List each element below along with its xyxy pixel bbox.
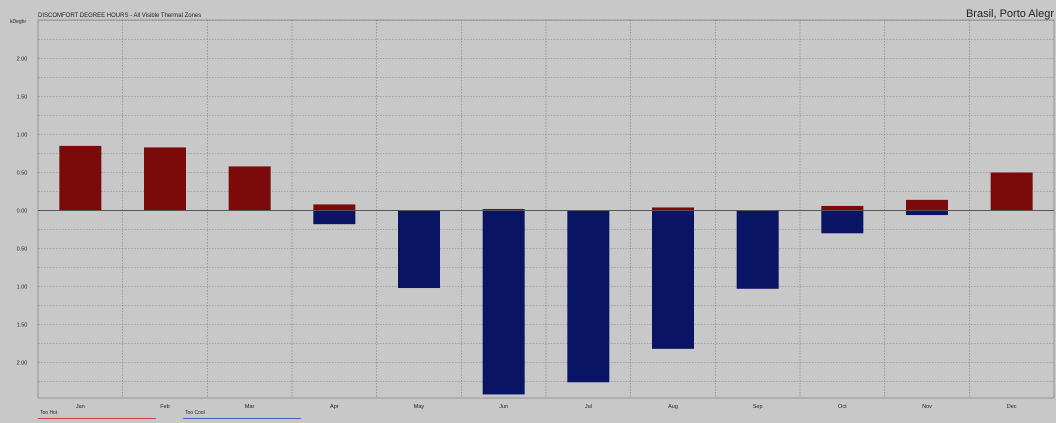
y-tick-label: 1.50: [17, 95, 28, 101]
legend-too-cool: Too Cool: [185, 410, 205, 416]
bar-too-cool-aug: [652, 210, 694, 349]
bar-too-hot-dec: [990, 172, 1033, 211]
x-tick-label-aug: Aug: [668, 404, 678, 410]
legend-too-cool-line: [183, 418, 301, 419]
x-tick-label-apr: Apr: [330, 404, 339, 410]
bar-too-hot-feb: [144, 147, 186, 211]
x-tick-label-nov: Nov: [922, 404, 932, 410]
x-tick-label-oct: Oct: [838, 404, 847, 410]
bar-too-hot-jan: [59, 145, 102, 211]
bar-too-cool-jul: [567, 210, 610, 383]
bar-too-hot-jun: [482, 208, 525, 211]
y-tick-label: 1.00: [17, 133, 28, 139]
y-tick-label: 1.00: [17, 285, 28, 291]
y-tick-label: 0.50: [17, 247, 28, 253]
legend-too-hot-label: Too Hot: [40, 410, 58, 416]
x-tick-label-mar: Mar: [245, 404, 255, 410]
bar-too-hot-oct: [821, 205, 864, 211]
bar-too-cool-may: [398, 210, 440, 289]
bar-too-cool-apr: [313, 210, 356, 225]
x-tick-label-may: May: [414, 404, 425, 410]
y-tick-label: 0.50: [17, 171, 28, 177]
legend-too-hot: Too Hot: [40, 410, 57, 416]
legend-too-cool-label: Too Cool: [185, 410, 205, 416]
bar-too-hot-aug: [652, 207, 694, 211]
y-tick-label: 2.00: [17, 361, 28, 367]
x-tick-label-jan: Jan: [76, 404, 85, 410]
y-tick-label: 0.00: [17, 209, 28, 215]
y-tick-label: 1.50: [17, 323, 28, 329]
x-tick-label-sep: Sep: [753, 404, 763, 410]
y-tick-label: 2.00: [17, 57, 28, 63]
x-tick-label-dec: Dec: [1007, 404, 1017, 410]
chart-title: DISCOMFORT DEGREE HOURS - All Visible Th…: [38, 13, 202, 19]
chart-location: Brasil, Porto Alegr: [965, 8, 1054, 20]
x-tick-label-jul: Jul: [585, 404, 592, 410]
bar-too-hot-apr: [313, 204, 356, 211]
bar-too-cool-sep: [736, 210, 779, 289]
bar-too-cool-jun: [482, 210, 525, 395]
bar-too-cool-nov: [906, 210, 948, 216]
x-tick-label-jun: Jun: [499, 404, 508, 410]
x-tick-label-feb: Feb: [160, 404, 169, 410]
bar-too-hot-nov: [906, 199, 948, 211]
bar-too-hot-mar: [228, 166, 271, 211]
bar-too-cool-oct: [821, 210, 864, 234]
y-axis-unit: kDeghr: [10, 19, 27, 25]
legend-too-hot-line: [38, 418, 156, 419]
